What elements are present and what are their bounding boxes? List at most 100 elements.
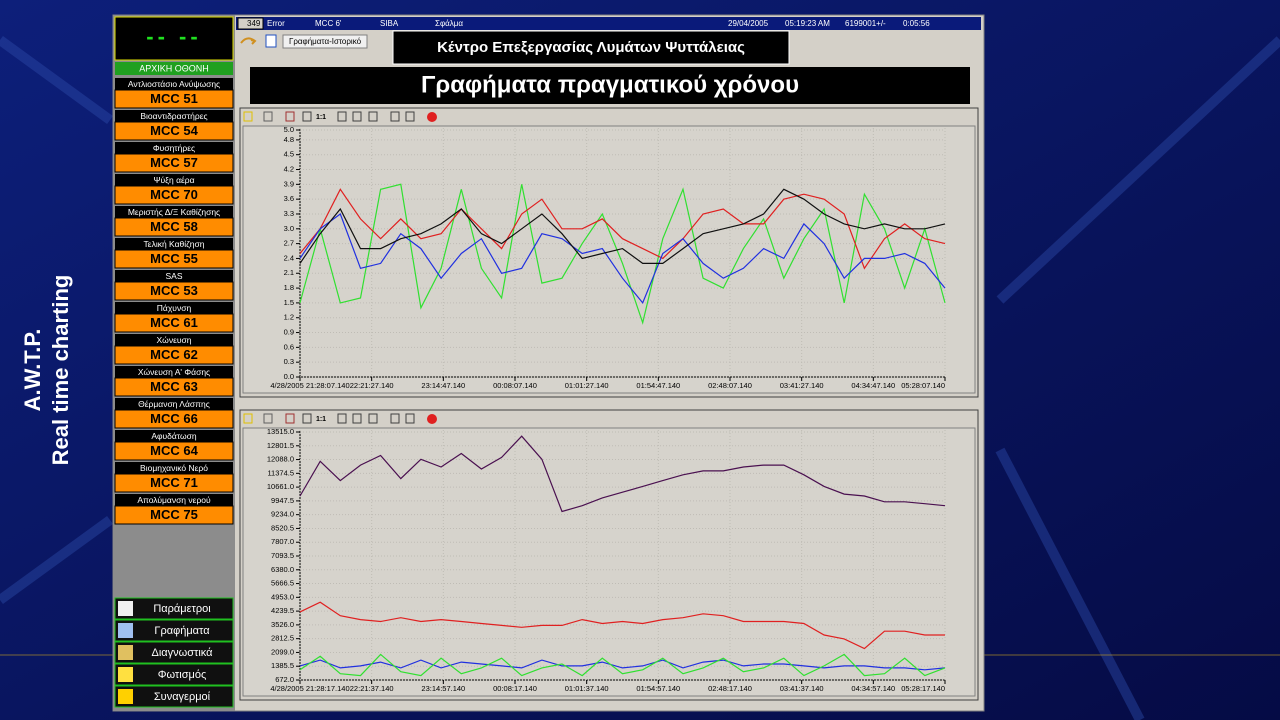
series-line xyxy=(299,653,946,677)
menu-button[interactable] xyxy=(114,313,234,333)
x-tick-label: 01:01:27.140 xyxy=(565,381,609,390)
toolbar-icon[interactable] xyxy=(427,414,437,424)
nav-label: Φωτισμός xyxy=(158,669,207,681)
charts: 1:1 0.0 0.3 0.6 0.9 1.2 1.5 1.8 2.1 2.4 2.7 3.0 3.3 3… xyxy=(239,107,979,701)
toolbar-icon[interactable] xyxy=(243,111,253,122)
toolbar-icon[interactable] xyxy=(263,111,273,122)
y-tick-label: 3.3 xyxy=(284,209,294,218)
y-tick-label: 0.3 xyxy=(284,357,294,366)
toolbar-icon[interactable] xyxy=(285,111,295,122)
toolbar-zoom[interactable]: 1:1 xyxy=(316,416,326,423)
toolbar-icon[interactable] xyxy=(390,413,400,424)
side-title-line: A.W.T.P. xyxy=(20,329,45,412)
menu-mcc: MCC 61 xyxy=(150,315,198,330)
menu-button[interactable] xyxy=(114,89,234,109)
x-tick-label: 23:14:57.140 xyxy=(421,684,465,693)
menu-button[interactable] xyxy=(114,441,234,461)
y-tick-label: 5666.5 xyxy=(271,579,294,588)
back-icon[interactable] xyxy=(240,37,257,45)
chart-toolbar: 1:1 xyxy=(243,413,437,424)
nav-icon xyxy=(118,645,133,660)
y-tick-label: 4239.5 xyxy=(271,606,294,615)
home-button[interactable] xyxy=(115,62,233,75)
status-field: 6199001+/- xyxy=(845,19,886,28)
y-tick-label: 8520.5 xyxy=(271,523,294,532)
menu-label: Βιοαντιδραστήρες xyxy=(140,111,207,121)
page-title: Γραφήματα πραγματικού χρόνου xyxy=(421,71,799,98)
menu-button[interactable] xyxy=(114,473,234,493)
y-tick-label: 2.4 xyxy=(284,253,294,262)
menu-button[interactable] xyxy=(114,185,234,205)
history-tab[interactable] xyxy=(282,34,368,49)
menu-label: SAS xyxy=(165,271,182,281)
display-box xyxy=(114,16,234,61)
menu-button[interactable] xyxy=(114,153,234,173)
toolbar-zoom[interactable]: 1:1 xyxy=(316,114,326,121)
x-tick-label: 01:54:47.140 xyxy=(636,381,680,390)
menu-label-bar xyxy=(115,78,233,90)
y-tick-label: 11374.5 xyxy=(267,468,294,477)
toolbar-icon[interactable] xyxy=(368,413,378,424)
menu-label: Βιομηχανικό Νερό xyxy=(140,463,208,473)
y-tick-label: 1.8 xyxy=(284,283,294,292)
y-tick-label: 13515.0 xyxy=(267,427,294,436)
status-counter-box xyxy=(237,17,264,30)
menu-mcc: MCC 58 xyxy=(150,219,198,234)
y-tick-label: 1.5 xyxy=(284,298,294,307)
toolbar-icon[interactable] xyxy=(405,413,415,424)
y-tick-label: 0.6 xyxy=(284,342,294,351)
menu-label-bar xyxy=(115,174,233,186)
menu-button[interactable] xyxy=(114,281,234,301)
menu-button[interactable] xyxy=(114,217,234,237)
x-tick-label: 03:41:37.140 xyxy=(780,684,824,693)
toolbar-icon[interactable] xyxy=(427,112,437,122)
nav-button[interactable] xyxy=(114,619,234,642)
menu-button[interactable] xyxy=(114,505,234,525)
menu-label: Μεριστής Δ/Ξ Καθίζησης xyxy=(128,207,220,217)
menu-button[interactable] xyxy=(114,345,234,365)
plant-title: Κέντρο Επεξεργασίας Λυμάτων Ψυττάλειας xyxy=(437,39,745,56)
menu-button[interactable] xyxy=(114,377,234,397)
menu-label: Φυσητήρες xyxy=(153,143,195,153)
menu-label: Θέρμανση Λάσπης xyxy=(138,399,210,409)
series-line xyxy=(299,601,945,650)
plant-title-box xyxy=(392,30,790,65)
toolbar-icon[interactable] xyxy=(405,111,415,122)
menu-mcc: MCC 63 xyxy=(150,379,198,394)
toolbar-icon[interactable] xyxy=(243,413,253,424)
menu-button[interactable] xyxy=(114,121,234,141)
nav-label: Γραφήματα xyxy=(154,625,210,637)
y-tick-label: 2.1 xyxy=(284,268,294,277)
toolbar-icon[interactable] xyxy=(302,111,312,122)
nav-button[interactable] xyxy=(114,641,234,664)
y-tick-label: 4953.0 xyxy=(271,592,294,601)
toolbar-icon[interactable] xyxy=(302,413,312,424)
toolbar-icon[interactable] xyxy=(352,111,362,122)
menu-button[interactable] xyxy=(114,249,234,269)
status-field: Error xyxy=(267,19,285,28)
nav-button[interactable] xyxy=(114,685,234,708)
toolbar-icon[interactable] xyxy=(368,111,378,122)
toolbar-icon[interactable] xyxy=(390,111,400,122)
y-tick-label: 672.0 xyxy=(275,675,294,684)
menu-mcc: MCC 62 xyxy=(150,347,198,362)
tab-icon xyxy=(265,34,277,48)
nav-button[interactable] xyxy=(114,597,234,620)
menu-label: Χώνευση xyxy=(157,335,192,345)
menu-mcc: MCC 57 xyxy=(150,155,198,170)
menu-label: Ψύξη αέρα xyxy=(153,175,194,185)
menu-mcc: MCC 71 xyxy=(150,475,198,490)
toolbar-icon[interactable] xyxy=(337,413,347,424)
x-tick-label: 04:34:57.140 xyxy=(851,684,895,693)
menu-button[interactable] xyxy=(114,409,234,429)
toolbar-icon[interactable] xyxy=(352,413,362,424)
menu-label-bar xyxy=(115,462,233,474)
nav-button[interactable] xyxy=(114,663,234,686)
y-tick-label: 10661.0 xyxy=(267,482,294,491)
y-tick-label: 1.2 xyxy=(284,313,294,322)
toolbar-icon[interactable] xyxy=(337,111,347,122)
toolbar-icon[interactable] xyxy=(285,413,295,424)
y-tick-label: 9947.5 xyxy=(271,496,294,505)
toolbar-icon[interactable] xyxy=(263,413,273,424)
